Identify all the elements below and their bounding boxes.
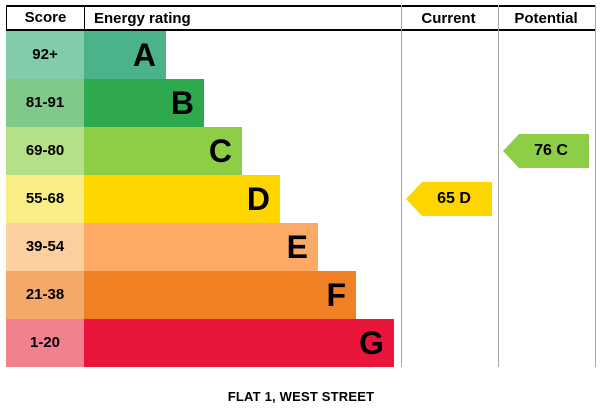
band-row-g: 1-20 G — [6, 319, 596, 367]
band-row-e: 39-54 E — [6, 223, 596, 271]
band-row-d: 55-68 D — [6, 175, 596, 223]
band-score-range: 92+ — [6, 31, 84, 79]
chart-header-row: Score Energy rating Current Potential — [6, 5, 596, 31]
epc-chart: Score Energy rating Current Potential 92… — [6, 5, 596, 367]
energy-rating-column-header: Energy rating — [94, 9, 191, 27]
potential-column-divider — [498, 5, 499, 367]
property-address-caption: FLAT 1, WEST STREET — [227, 389, 375, 404]
band-score-range: 1-20 — [6, 319, 84, 367]
score-column-header: Score — [7, 7, 85, 29]
band-row-c: 69-80 C — [6, 127, 596, 175]
band-score-range: 39-54 — [6, 223, 84, 271]
band-bar-a: A — [84, 31, 166, 79]
potential-column-header: Potential — [514, 9, 578, 27]
band-row-b: 81-91 B — [6, 79, 596, 127]
band-score-range: 21-38 — [6, 271, 84, 319]
rating-bands: 92+ A 81-91 B 69-80 C 55-68 D 39-54 E 21-38 F 1-20 G — [6, 31, 596, 367]
band-score-range: 81-91 — [6, 79, 84, 127]
band-bar-c: C — [84, 127, 242, 175]
band-bar-d: D — [84, 175, 280, 223]
current-rating-arrow: 65 D — [406, 182, 492, 216]
potential-rating-label: 76 C — [534, 142, 568, 159]
band-row-f: 21-38 F — [6, 271, 596, 319]
current-column-header: Current — [421, 9, 476, 27]
band-bar-e: E — [84, 223, 318, 271]
current-rating-label: 65 D — [437, 190, 471, 207]
band-score-range: 69-80 — [6, 127, 84, 175]
band-bar-g: G — [84, 319, 394, 367]
band-bar-b: B — [84, 79, 204, 127]
current-column-divider — [401, 5, 402, 367]
potential-rating-arrow: 76 C — [503, 134, 589, 168]
band-row-a: 92+ A — [6, 31, 596, 79]
band-bar-f: F — [84, 271, 356, 319]
band-score-range: 55-68 — [6, 175, 84, 223]
right-edge-divider — [595, 5, 596, 367]
